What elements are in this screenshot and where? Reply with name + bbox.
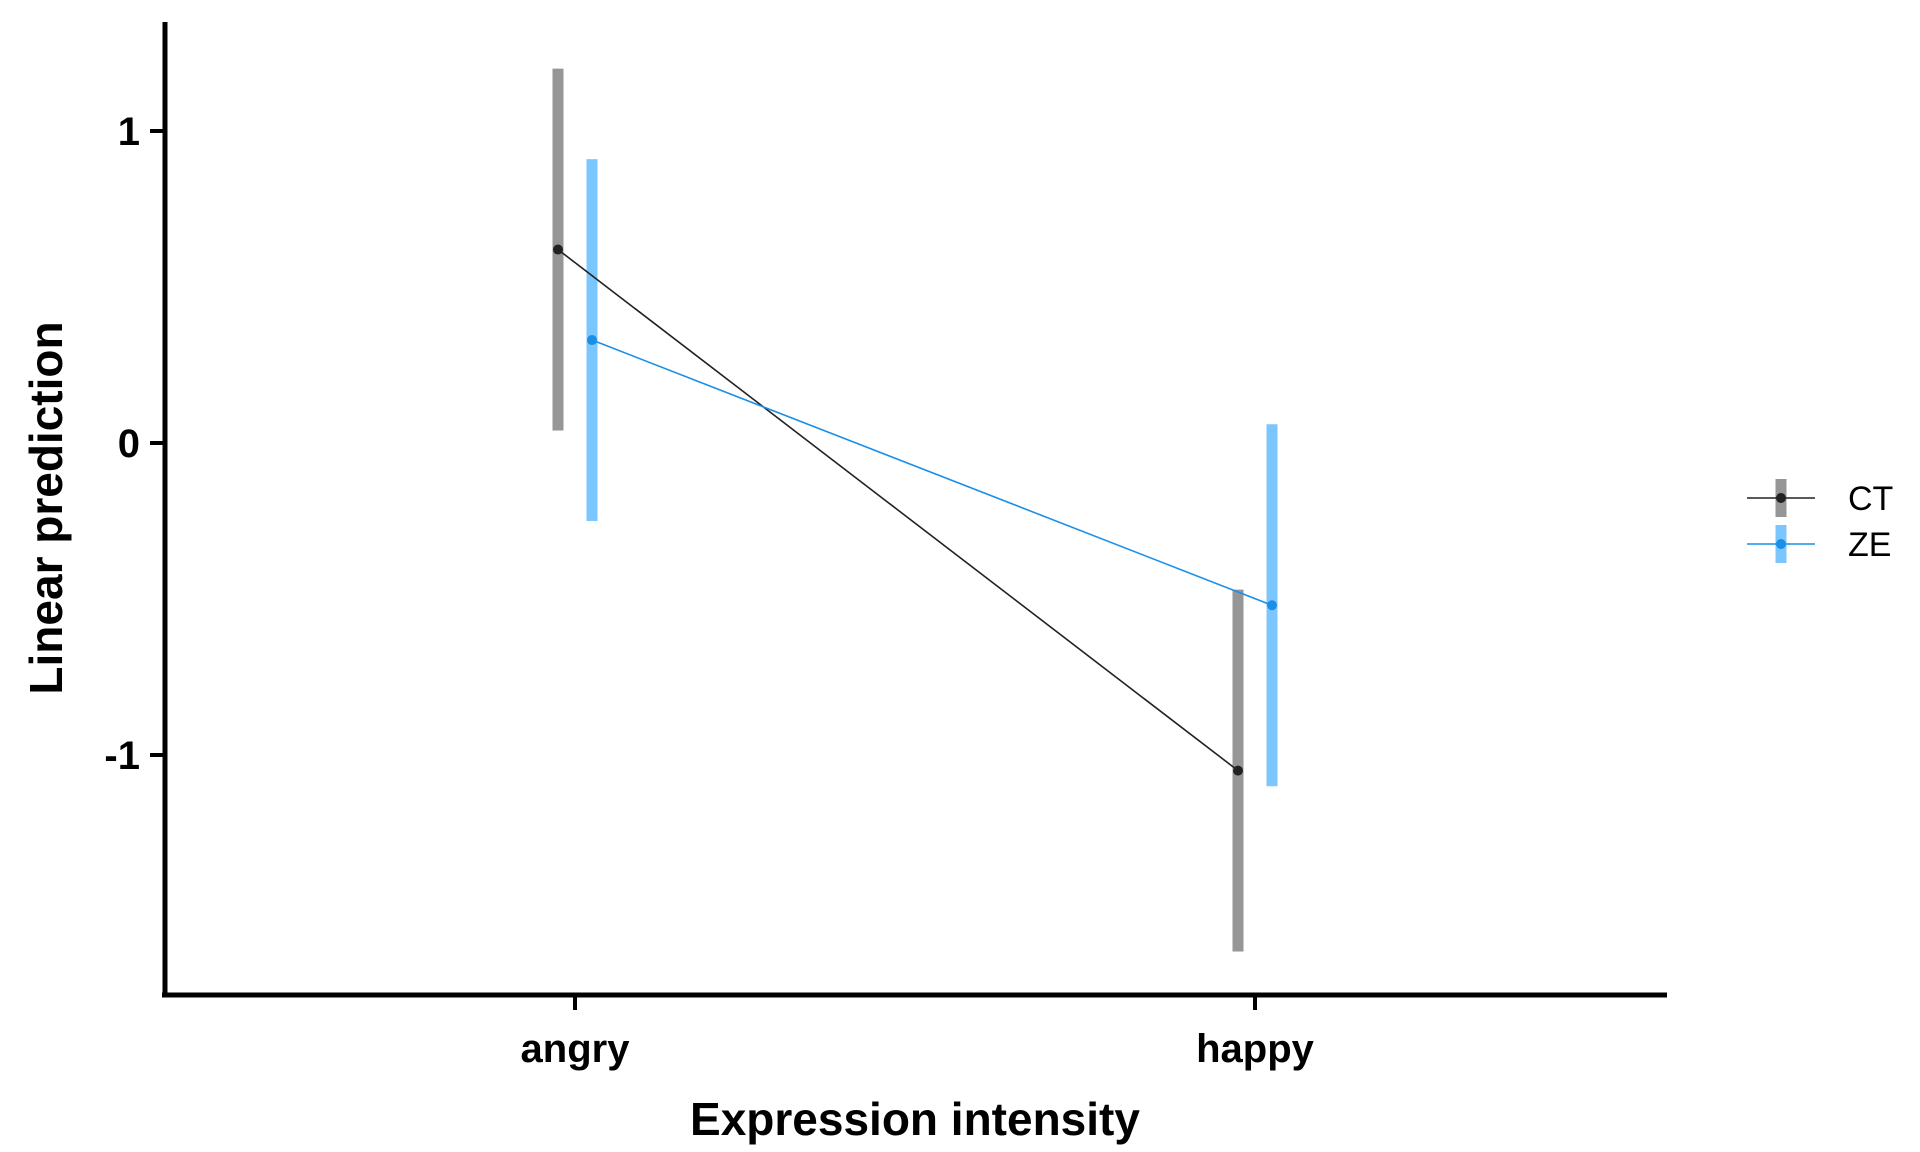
point-ct-angry: [553, 244, 563, 255]
legend-label: ZE: [1848, 526, 1891, 564]
point-ze-happy: [1267, 600, 1277, 611]
point-ct-happy: [1233, 765, 1243, 776]
legend-point-swatch: [1776, 539, 1786, 549]
legend: CT ZE: [1747, 479, 1893, 564]
y-tick-label: 0: [118, 422, 140, 466]
x-tick-label-happy: happy: [1196, 1027, 1315, 1071]
legend-item-ze: ZE: [1747, 525, 1891, 564]
x-axis-title: Expression intensity: [690, 1093, 1140, 1145]
y-axis-title: Linear prediction: [20, 321, 72, 694]
plot-layer: [552, 68, 1278, 952]
y-tick-label: 1: [118, 110, 140, 154]
x-tick-label-angry: angry: [521, 1027, 631, 1071]
series-line-ze: [591, 339, 1273, 606]
legend-label: CT: [1848, 480, 1893, 518]
legend-item-ct: CT: [1747, 479, 1893, 518]
y-tick-label: -1: [104, 734, 140, 778]
point-ze-angry: [587, 335, 597, 346]
ticks-layer: 1 0 -1 angry happy: [104, 110, 1314, 1071]
series-line-ct: [557, 248, 1239, 772]
legend-point-swatch: [1776, 493, 1786, 503]
